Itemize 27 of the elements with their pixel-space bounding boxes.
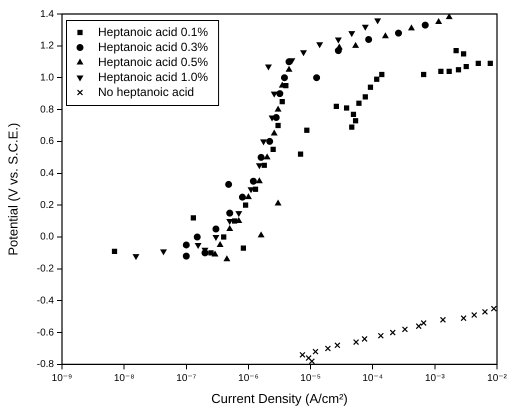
y-tick-label: 0.0 xyxy=(40,232,54,243)
y-tick-label: -0.8 xyxy=(36,359,54,370)
x-tick-label: 10⁻⁷ xyxy=(176,373,197,384)
y-tick-label: 0.2 xyxy=(40,200,54,211)
x-tick-label: 10⁻⁴ xyxy=(362,373,384,384)
x-tick-label: 10⁻² xyxy=(487,373,508,384)
y-tick-label: 0.8 xyxy=(40,104,54,116)
y-tick-label: 0.4 xyxy=(40,168,54,180)
y-tick-label: 1.0 xyxy=(40,72,54,84)
x-axis-title: Current Density (A/cm²) xyxy=(211,390,348,406)
y-tick-label: 0.6 xyxy=(40,136,54,148)
x-tick-label: 10⁻³ xyxy=(424,373,446,384)
x-tick-label: 10⁻⁸ xyxy=(114,373,134,384)
y-tick-label: -0.6 xyxy=(36,327,54,338)
y-tick-label: 1.2 xyxy=(40,40,54,52)
x-tick-label: 10⁻⁹ xyxy=(52,373,72,384)
y-tick-label: 1.4 xyxy=(40,8,54,20)
legend-label: Heptanoic acid 1.0% xyxy=(98,70,208,84)
x-tick-label: 10⁻⁵ xyxy=(300,373,321,384)
y-tick-label: -0.4 xyxy=(36,295,54,306)
y-tick-label: -0.2 xyxy=(36,264,54,275)
legend-label: No heptanoic acid xyxy=(98,84,194,99)
legend-label: Heptanoic acid 0.5% xyxy=(98,54,208,69)
y-axis-title: Potential (V vs. S.C.E.) xyxy=(5,122,20,256)
legend-label: Heptanoic acid 0.3% xyxy=(98,40,208,54)
legend-label: Heptanoic acid 0.1% xyxy=(98,24,208,39)
x-tick-label: 10⁻⁶ xyxy=(238,373,259,384)
